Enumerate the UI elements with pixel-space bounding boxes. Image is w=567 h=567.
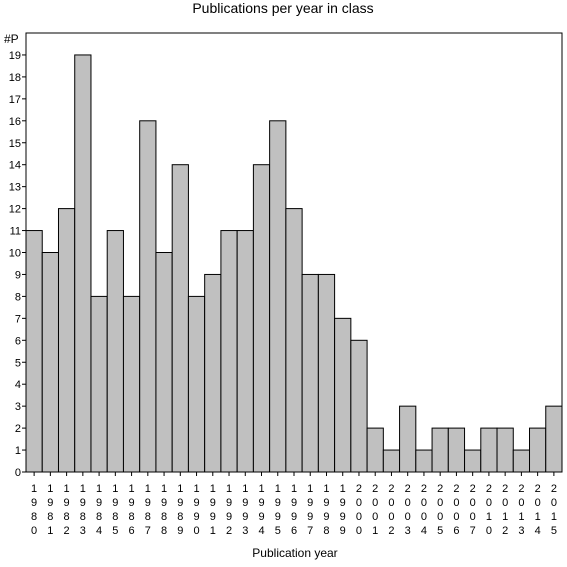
y-tick-label: 19 [9,50,21,62]
bar-1989 [171,164,189,473]
x-axis-tick-labels: 1 9 8 0 1 9 8 1 1 9 8 2 1 9 8 3 1 9 8 4 1 9 8 5 1 9 8 6 1 9 8 7 1 9 8 8 1 9 8 9… [31,472,557,537]
bar-1981 [41,252,59,473]
y-tick-label: 0 [15,467,21,479]
y-tick-label: 8 [15,291,21,303]
bar-1984 [90,295,108,473]
bar-1999 [334,317,352,473]
bar-2003 [399,405,417,473]
bar-1992 [220,230,238,473]
bars-group [25,54,563,473]
bar-1993 [236,230,254,473]
y-tick-label: 10 [9,248,21,260]
bar-1998 [317,273,336,473]
bar-1991 [204,273,222,473]
y-tick-label: 3 [15,401,21,413]
bar-2005 [431,427,449,473]
y-axis-label: #P [4,32,19,46]
y-tick-label: 14 [9,160,21,172]
bar-1997 [301,273,319,473]
y-tick-label: 5 [15,357,21,369]
y-tick-label: 12 [9,204,21,216]
bar-2013 [512,449,531,473]
bar-1995 [269,120,287,473]
bar-1994 [252,164,271,473]
y-tick-label: 6 [15,335,21,347]
bar-1988 [155,252,173,473]
x-axis-label: Publication year [252,546,337,560]
bar-1987 [139,120,157,473]
bar-2014 [529,427,547,473]
bar-2001 [366,427,384,473]
y-tick-label: 11 [10,226,21,238]
bar-2004 [415,449,433,473]
y-tick-label: 16 [9,116,21,128]
bar-1980 [25,230,43,473]
y-tick-label: 17 [9,94,21,106]
bar-1986 [122,295,141,473]
bar-2007 [464,449,482,473]
bar-1985 [106,230,124,473]
bar-1983 [74,54,92,473]
bar-2000 [350,339,368,473]
bar-1996 [285,208,303,473]
chart-title: Publications per year in class [192,0,373,16]
y-tick-label: 2 [15,423,21,435]
y-tick-label: 7 [15,313,21,325]
bar-2012 [496,427,514,473]
bar-2002 [382,449,401,473]
bar-1990 [187,295,206,473]
y-tick-label: 1 [15,445,21,457]
bar-2006 [447,427,466,473]
bar-2015 [545,405,563,473]
y-tick-label: 13 [9,182,21,194]
y-tick-label: 15 [9,138,21,150]
bar-1982 [57,208,76,473]
y-tick-label: 9 [15,269,21,281]
bar-2010 [480,427,498,473]
y-tick-label: 4 [15,379,21,391]
y-tick-label: 18 [9,72,21,84]
